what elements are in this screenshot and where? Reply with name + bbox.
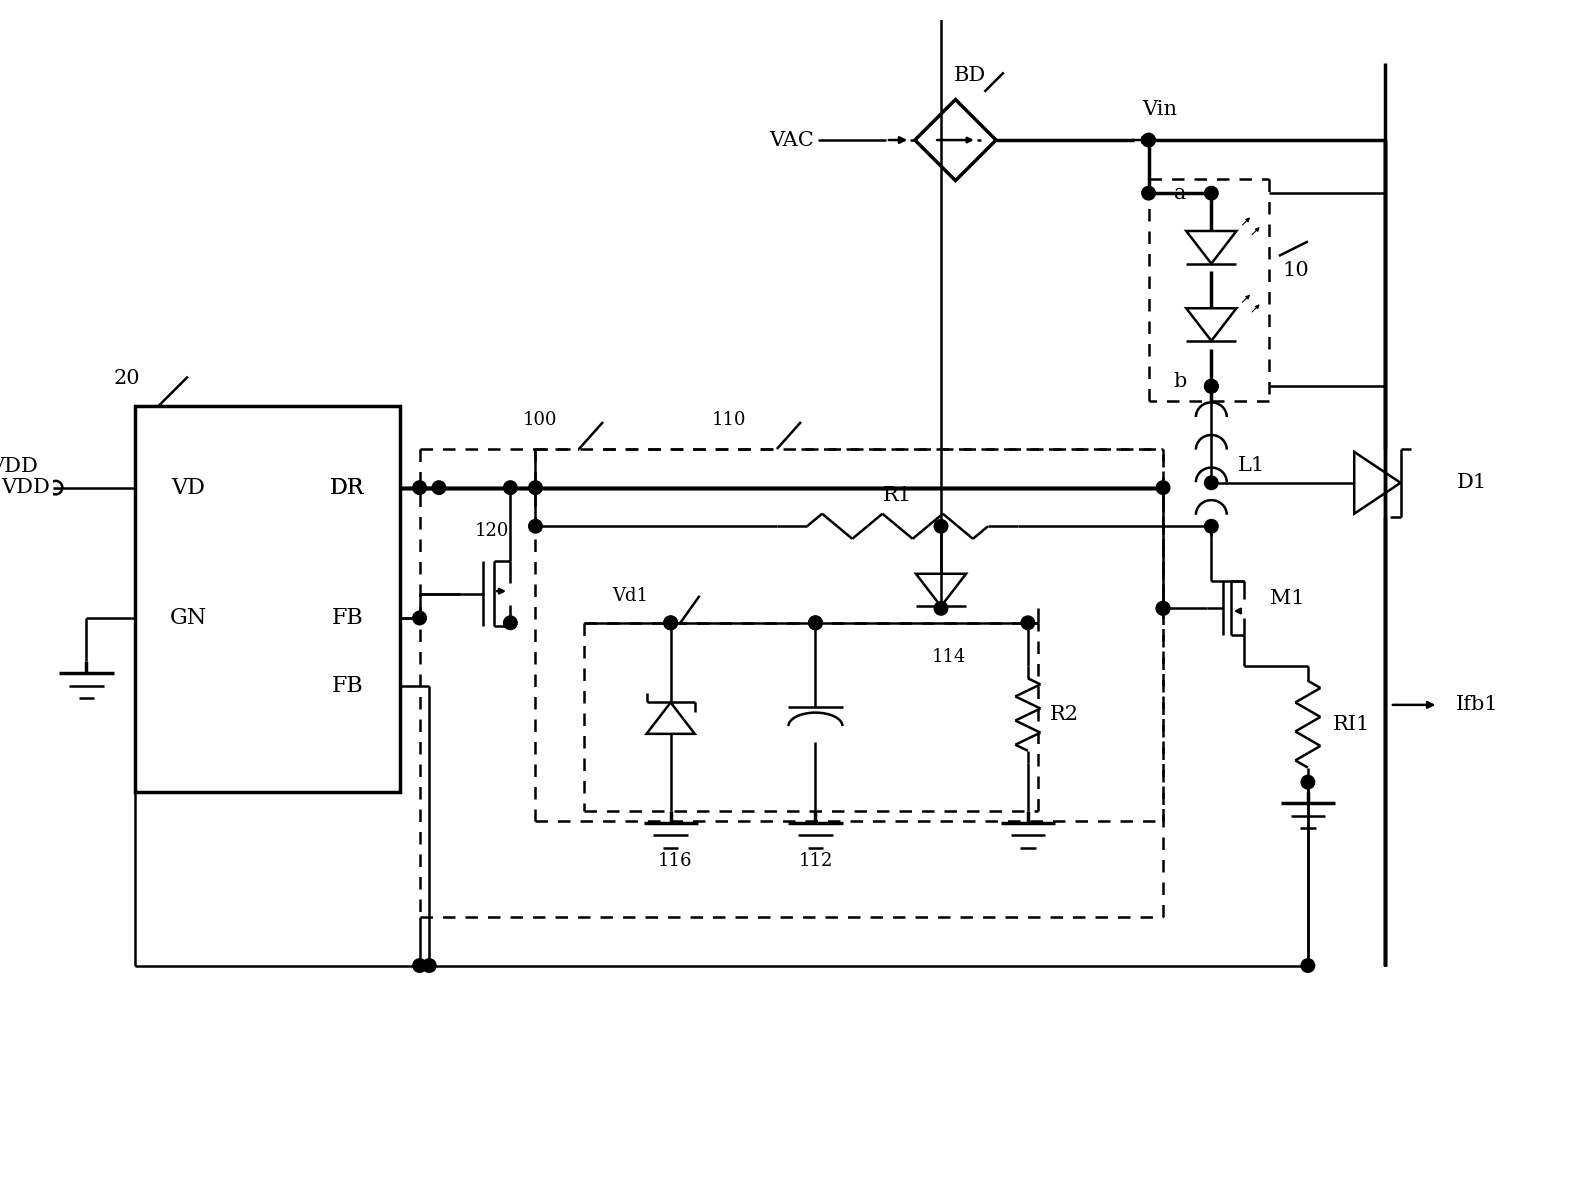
Circle shape <box>664 617 678 630</box>
Text: FB: FB <box>331 674 362 697</box>
Text: 20: 20 <box>113 369 140 388</box>
Circle shape <box>1205 380 1218 393</box>
Text: VDD: VDD <box>2 479 50 498</box>
Text: 114: 114 <box>932 647 967 666</box>
Text: D1: D1 <box>1458 473 1487 493</box>
Text: 100: 100 <box>522 411 557 429</box>
Circle shape <box>1205 380 1218 393</box>
Circle shape <box>1021 617 1034 630</box>
Text: 110: 110 <box>711 411 745 429</box>
Text: 10: 10 <box>1283 261 1310 279</box>
Circle shape <box>808 617 822 630</box>
Text: DR: DR <box>329 476 364 499</box>
Circle shape <box>1205 520 1218 533</box>
Text: DR: DR <box>329 476 364 499</box>
Text: a: a <box>1174 184 1186 203</box>
Circle shape <box>934 520 948 533</box>
Bar <box>135 406 400 792</box>
Text: L1: L1 <box>1238 456 1266 475</box>
Text: Vin: Vin <box>1142 100 1178 119</box>
Text: 112: 112 <box>799 852 833 870</box>
Circle shape <box>1156 601 1170 615</box>
Circle shape <box>529 520 543 533</box>
Circle shape <box>1301 776 1315 789</box>
Circle shape <box>504 481 518 494</box>
Text: b: b <box>1174 371 1188 391</box>
Text: 116: 116 <box>659 852 693 870</box>
Text: R1: R1 <box>883 486 912 505</box>
Circle shape <box>504 617 518 630</box>
Circle shape <box>1205 476 1218 489</box>
Text: GN: GN <box>169 607 207 628</box>
Circle shape <box>934 601 948 615</box>
Circle shape <box>431 481 446 494</box>
Text: FB: FB <box>331 607 362 628</box>
Circle shape <box>664 617 678 630</box>
Circle shape <box>413 481 427 494</box>
Text: VD: VD <box>171 476 206 499</box>
Text: VAC: VAC <box>769 131 814 150</box>
Circle shape <box>1205 186 1218 200</box>
Text: 120: 120 <box>475 522 510 540</box>
Text: VDD: VDD <box>0 457 39 476</box>
Circle shape <box>529 481 543 494</box>
Circle shape <box>1142 133 1155 147</box>
Text: BD: BD <box>954 66 985 85</box>
Text: R2: R2 <box>1050 705 1079 724</box>
Circle shape <box>1301 959 1315 973</box>
Text: Vd1: Vd1 <box>612 587 648 605</box>
Circle shape <box>1156 601 1170 615</box>
Text: Ifb1: Ifb1 <box>1456 696 1498 714</box>
Text: M1: M1 <box>1271 590 1305 608</box>
Circle shape <box>413 959 427 973</box>
Circle shape <box>1156 481 1170 494</box>
Text: RI1: RI1 <box>1332 714 1370 733</box>
Circle shape <box>808 617 822 630</box>
Circle shape <box>1142 186 1155 200</box>
Circle shape <box>413 611 427 625</box>
Circle shape <box>422 959 436 973</box>
